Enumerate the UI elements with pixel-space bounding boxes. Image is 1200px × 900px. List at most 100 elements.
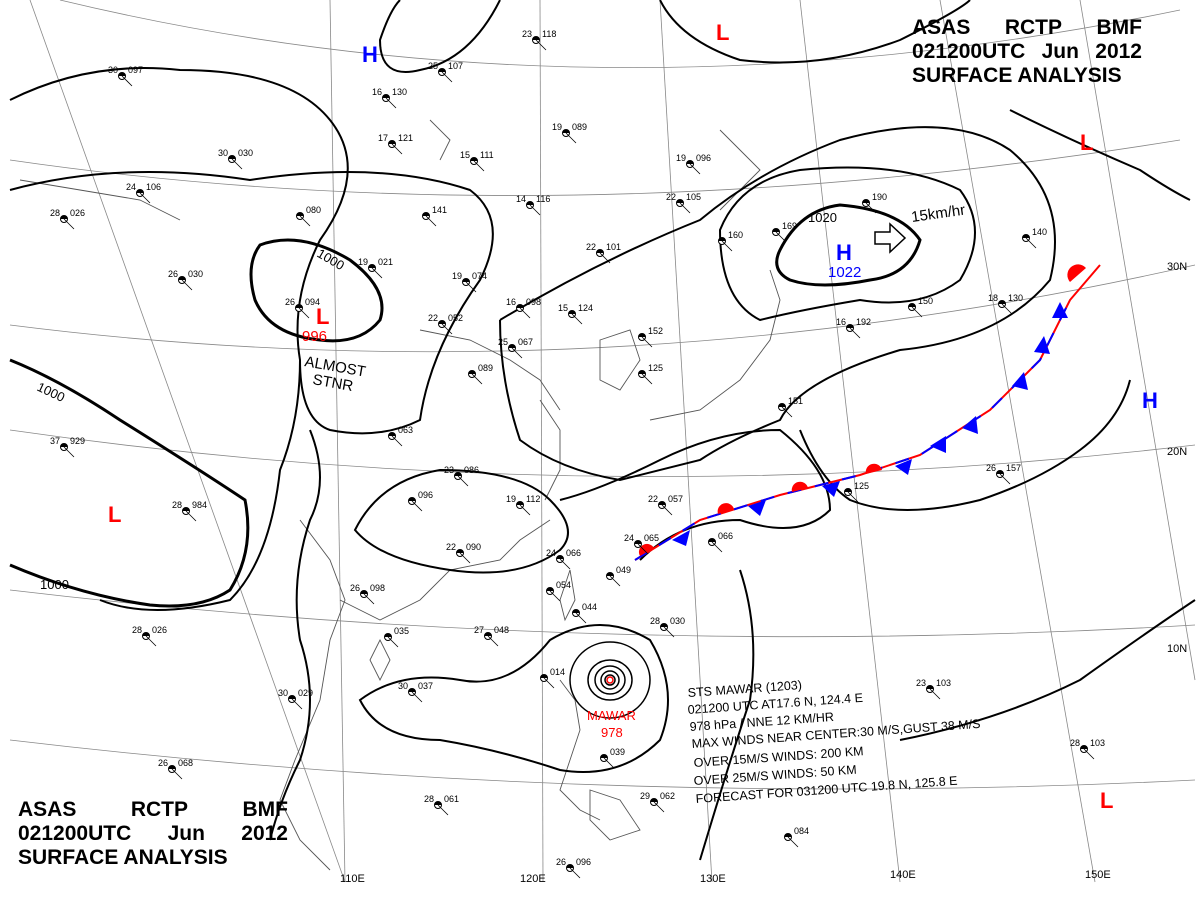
station-plot: 16 130 [372, 87, 407, 109]
wind-barb-icon [391, 143, 403, 155]
wind-barb-icon [529, 204, 541, 216]
coastline [419, 329, 561, 411]
coastline [369, 638, 391, 682]
isobar [1009, 109, 1191, 201]
station-pressure: 030 [670, 616, 685, 626]
station-plot: 25 067 [498, 337, 533, 359]
cold-front-symbol [1012, 372, 1028, 390]
cloud-cover-icon [516, 304, 524, 308]
station-temperature: 16 [506, 297, 516, 307]
station-pressure: 014 [550, 667, 565, 677]
station-temperature: 24 [126, 182, 136, 192]
isobar [269, 429, 321, 841]
station-pressure: 074 [472, 271, 487, 281]
station-temperature: 19 [452, 271, 462, 281]
coastline [649, 269, 781, 421]
station-pressure: 067 [518, 337, 533, 347]
station-pressure: 049 [616, 565, 631, 575]
low-center-value: 996 [302, 328, 327, 345]
station-plot: 26 098 [350, 583, 385, 605]
wind-barb-icon [465, 281, 477, 293]
station-plot: 26 096 [556, 857, 591, 879]
station-plot: 140 [1022, 227, 1047, 249]
wind-barb-icon [387, 636, 399, 648]
header-row: ASAS RCTP BMF [18, 798, 288, 822]
station-pressure: 066 [718, 531, 733, 541]
cloud-cover-icon [532, 36, 540, 40]
station-pressure: 125 [648, 363, 663, 373]
station-pressure: 190 [872, 192, 887, 202]
wind-barb-icon [929, 688, 941, 700]
wind-barb-icon [865, 202, 877, 214]
station-pressure: 169 [782, 221, 797, 231]
wind-barb-icon [471, 373, 483, 385]
station-temperature: 18 [988, 293, 998, 303]
warm-front-symbol [638, 543, 654, 556]
wind-barb-icon [575, 612, 587, 624]
station-pressure: 097 [128, 65, 143, 75]
station-plot: 152 [638, 326, 663, 348]
latitude-line [59, 0, 1181, 68]
wind-barb-icon [711, 541, 723, 553]
pressure-centers: L 996 H 1022 H H L L L L [108, 20, 1158, 813]
cold-front-symbol [1052, 302, 1068, 318]
station-pressure: 096 [418, 490, 433, 500]
wind-barb-icon [411, 500, 423, 512]
cloud-cover-icon [660, 623, 668, 627]
station-plot: 26 094 [285, 297, 320, 319]
wind-barb-icon [473, 160, 485, 172]
station-plot: 150 [908, 296, 933, 318]
station-plot: 28 026 [50, 208, 85, 230]
typhoon-ring [587, 659, 633, 701]
station-pressure: 130 [392, 87, 407, 97]
station-pressure: 121 [398, 133, 413, 143]
station-plot: 066 [708, 531, 733, 553]
header-row: ASAS RCTP BMF [912, 16, 1142, 40]
header-station: RCTP [1004, 16, 1063, 39]
wind-barb-icon [911, 306, 923, 318]
station-plot: 080 [296, 205, 321, 227]
high-motion-label: 15km/hr [910, 202, 966, 226]
header-month: Jun [167, 822, 205, 845]
station-temperature: 30 [278, 688, 288, 698]
isobar-label: 1020 [808, 210, 837, 225]
station-temperature: 26 [556, 857, 566, 867]
wind-barb-icon [787, 836, 799, 848]
station-pressure: 118 [542, 29, 556, 39]
station-plot: 096 [408, 490, 433, 512]
cloud-cover-icon [862, 199, 870, 203]
station-plot: 17 121 [378, 133, 413, 155]
low-center-letter: L [108, 502, 121, 527]
station-temperature: 22 [428, 313, 438, 323]
cloud-cover-icon [462, 278, 470, 282]
station-plot: 25 107 [428, 61, 463, 83]
cloud-cover-icon [908, 303, 916, 307]
cloud-cover-icon [784, 833, 792, 837]
station-plot: 23 118 [522, 29, 556, 51]
station-pressure: 035 [394, 626, 409, 636]
station-temperature: 22 [586, 242, 596, 252]
wind-barb-icon [721, 240, 733, 252]
station-pressure: 044 [582, 602, 597, 612]
cloud-cover-icon [686, 160, 694, 164]
station-temperature: 26 [350, 583, 360, 593]
wind-barb-icon [519, 307, 531, 319]
station-pressure: 101 [606, 242, 621, 252]
typhoon-ring [600, 670, 620, 690]
wind-barb-icon [171, 768, 183, 780]
station-pressure: 098 [370, 583, 385, 593]
station-plot: 24 066 [546, 548, 581, 570]
station-temperature: 26 [158, 758, 168, 768]
cloud-cover-icon [516, 501, 524, 505]
coastline [559, 679, 601, 821]
cloud-cover-icon [178, 276, 186, 280]
cold-front-symbol [962, 416, 978, 434]
station-temperature: 24 [624, 533, 634, 543]
station-temperature: 27 [474, 625, 484, 635]
isobar-1016-high [718, 166, 976, 322]
wind-barb-icon [661, 504, 673, 516]
station-temperature: 25 [428, 61, 438, 71]
station-pressure: 039 [610, 747, 625, 757]
